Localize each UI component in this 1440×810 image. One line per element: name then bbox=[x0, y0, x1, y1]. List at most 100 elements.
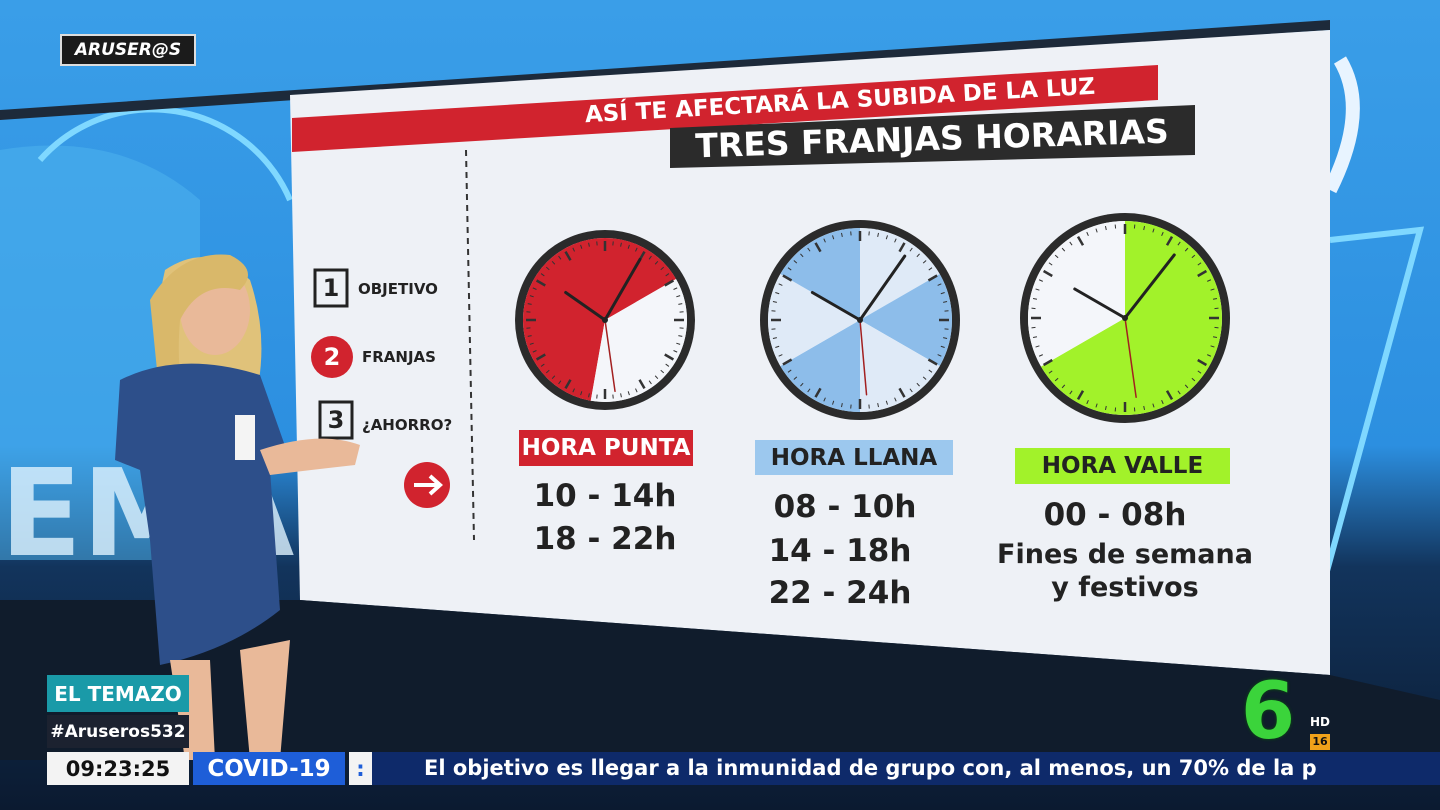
clock-tick bbox=[588, 242, 590, 247]
time-range: 22 - 24h bbox=[768, 575, 912, 611]
clock-tick bbox=[678, 335, 683, 337]
ticker-text: El objetivo es llegar a la inmunidad de … bbox=[424, 756, 1317, 780]
clock-sector bbox=[523, 237, 677, 401]
clock-tick bbox=[1054, 254, 1059, 259]
rating-badge: 16 bbox=[1310, 734, 1330, 750]
clock-tick bbox=[551, 375, 556, 380]
clock-tick bbox=[660, 369, 665, 374]
title-banner bbox=[670, 105, 1195, 168]
clock-tick bbox=[1191, 254, 1196, 259]
clock-tick bbox=[772, 337, 777, 339]
clock-tick bbox=[775, 345, 780, 348]
menu-number: 3 bbox=[327, 406, 345, 434]
clock-tick bbox=[807, 388, 811, 393]
clock-tick bbox=[778, 283, 783, 286]
clock-tick bbox=[1104, 225, 1107, 231]
clock-tick bbox=[841, 403, 843, 408]
clock-tick bbox=[665, 363, 670, 367]
menu-label: FRANJAS bbox=[362, 348, 436, 366]
clock-sector bbox=[860, 320, 940, 412]
menu-box bbox=[313, 268, 349, 308]
clock-tick bbox=[545, 369, 550, 374]
clock-tick bbox=[1177, 241, 1181, 246]
clock-tick bbox=[673, 350, 678, 353]
clock-tick bbox=[1210, 288, 1215, 291]
clock-tick bbox=[1210, 345, 1215, 348]
clock-sector bbox=[1028, 221, 1125, 367]
clock-tick bbox=[1165, 235, 1174, 246]
clock-tick bbox=[1197, 358, 1208, 367]
clock-tick bbox=[937, 354, 942, 357]
clock-tick bbox=[772, 301, 777, 303]
clock-tick bbox=[627, 244, 630, 249]
clock-tick bbox=[660, 266, 665, 271]
clock-tick bbox=[635, 388, 638, 393]
clock-tick bbox=[654, 375, 659, 380]
clock-tick bbox=[841, 232, 843, 237]
clock-tick bbox=[937, 283, 942, 286]
clock-tick bbox=[793, 376, 798, 380]
clock-tick bbox=[1095, 403, 1098, 408]
clock-tick bbox=[1038, 354, 1043, 357]
clock-tick bbox=[580, 244, 583, 249]
clock-tick bbox=[943, 301, 948, 303]
clock-tick bbox=[572, 388, 575, 393]
clock-tick bbox=[580, 391, 583, 396]
clock-hand bbox=[604, 319, 616, 393]
section-tag: EL TEMAZO bbox=[47, 675, 189, 712]
clock-tick bbox=[898, 387, 906, 398]
clock-tick bbox=[1161, 231, 1164, 236]
clock-tick bbox=[832, 400, 835, 405]
clock-tick bbox=[927, 358, 938, 366]
clock-tick bbox=[1095, 228, 1098, 233]
live-clock: 09:23:25 bbox=[47, 752, 189, 785]
clock-tick bbox=[676, 295, 681, 298]
clock-hand bbox=[1124, 317, 1137, 398]
clock-tick bbox=[1197, 370, 1202, 374]
clock-hand bbox=[858, 254, 907, 322]
clock-tick bbox=[545, 266, 550, 271]
clock-tick bbox=[664, 279, 675, 287]
clock-tick bbox=[909, 388, 913, 393]
clock-tick bbox=[1184, 247, 1189, 252]
clock-tick bbox=[928, 369, 933, 373]
channel-logo: ARUSER@S bbox=[60, 34, 196, 66]
clock-tick bbox=[782, 358, 793, 366]
hashtag: #Aruseros532 bbox=[47, 715, 189, 748]
clock-tick bbox=[1143, 225, 1146, 231]
clock-tick bbox=[1076, 390, 1085, 401]
clock-tick bbox=[1038, 279, 1043, 282]
clock-tick bbox=[885, 400, 888, 405]
clock-tick bbox=[676, 342, 681, 345]
clock-label: HORA LLANA bbox=[755, 440, 953, 475]
clock-hand bbox=[564, 290, 607, 322]
clock-hand bbox=[810, 291, 862, 322]
clock-tick bbox=[1207, 354, 1212, 357]
clock-tick bbox=[1035, 345, 1040, 348]
clock-pin bbox=[857, 317, 863, 323]
clock-hand bbox=[603, 257, 642, 322]
arrow-icon bbox=[414, 474, 443, 496]
clock-tick bbox=[665, 273, 670, 277]
clock-hand bbox=[1123, 253, 1176, 320]
clock-tick bbox=[927, 274, 938, 282]
clock-tick bbox=[1212, 336, 1218, 339]
time-note: y festivos bbox=[1051, 572, 1199, 603]
clock-tick bbox=[527, 303, 532, 305]
clock-tick bbox=[1165, 390, 1174, 401]
ticker-bar: El objetivo es llegar a la inmunidad de … bbox=[372, 752, 1440, 785]
clock-tick bbox=[909, 247, 913, 252]
clock-tick bbox=[1161, 400, 1164, 405]
clock-tick bbox=[648, 380, 652, 385]
clock-tick bbox=[532, 350, 537, 353]
clock-tick bbox=[1061, 247, 1066, 252]
clock-tick bbox=[535, 353, 546, 361]
quality-badge: HD bbox=[1310, 715, 1331, 729]
clock-tick bbox=[1212, 297, 1218, 300]
time-range: 00 - 08h bbox=[1043, 497, 1187, 533]
time-range: 14 - 18h bbox=[768, 533, 912, 569]
clock-tick bbox=[564, 250, 572, 261]
clock-tick bbox=[535, 279, 546, 287]
clock-tick bbox=[564, 379, 572, 390]
